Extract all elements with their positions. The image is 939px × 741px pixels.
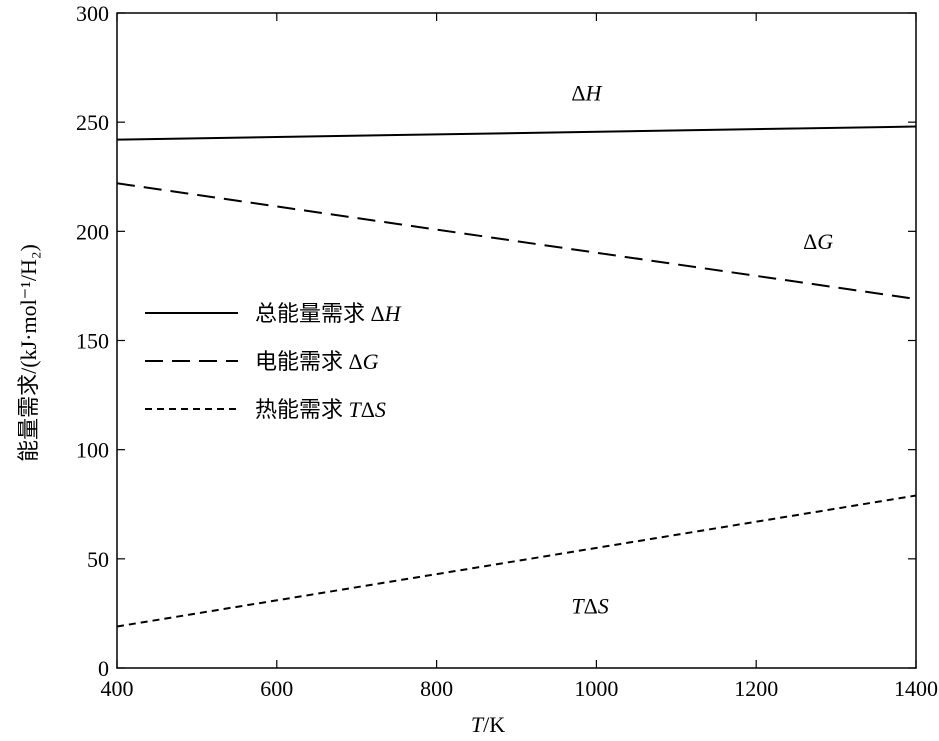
- x-tick-label: 600: [260, 676, 293, 701]
- y-tick-label: 150: [76, 329, 109, 354]
- series-line-dh: [116, 125, 917, 141]
- annotation-tds: TΔS: [571, 593, 608, 618]
- y-tick-label: 100: [76, 438, 109, 463]
- axis-ticks: 400 600 800 1000 1200 1400 0 50 100 150 200 250 300: [76, 1, 938, 701]
- series-line-tds: [116, 494, 917, 628]
- y-axis-label: 能量需求/(kJ·mol⁻¹/H₂): [16, 244, 41, 462]
- annotation-dg: ΔG: [803, 229, 833, 254]
- series-lines: [116, 125, 917, 628]
- annotation-dh: ΔH: [571, 80, 602, 105]
- legend-label-tds: 热能需求 TΔS: [255, 397, 386, 422]
- y-tick-label: 250: [76, 110, 109, 135]
- x-tick-label: 1200: [734, 676, 778, 701]
- y-tick-label: 50: [87, 547, 109, 572]
- x-tick-label: 800: [420, 676, 453, 701]
- legend-label-dg: 电能需求 ΔG: [255, 349, 379, 374]
- x-axis-label: T/K: [471, 712, 505, 737]
- y-tick-label: 200: [76, 219, 109, 244]
- y-tick-label: 300: [76, 1, 109, 26]
- x-tick-label: 400: [101, 676, 134, 701]
- legend-label-dh: 总能量需求 ΔH: [255, 301, 402, 326]
- y-tick-label: 0: [98, 656, 109, 681]
- series-line-dg: [116, 182, 917, 301]
- x-tick-label: 1000: [574, 676, 618, 701]
- series-annotations: ΔH ΔG TΔS: [571, 80, 833, 618]
- plot-border: [116, 12, 917, 669]
- legend: 总能量需求 ΔH 电能需求 ΔG 热能需求 TΔS: [145, 301, 402, 422]
- plot-frame: [116, 12, 917, 669]
- x-tick-label: 1400: [894, 676, 938, 701]
